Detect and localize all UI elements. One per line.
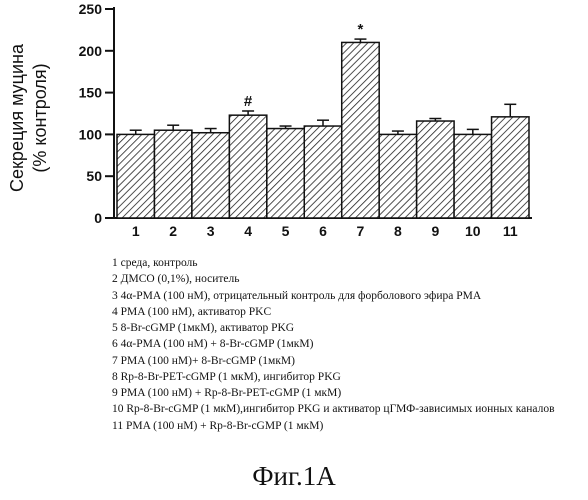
bar bbox=[267, 129, 304, 218]
significance-marker: # bbox=[244, 93, 253, 110]
legend-item: 2 ДМСО (0,1%), носитель bbox=[112, 271, 582, 287]
legend-item: 10 Rp-8-Br-cGMP (1 мкМ),ингибитор PKG и … bbox=[112, 402, 582, 416]
y-tick-label: 100 bbox=[79, 126, 103, 142]
legend-item: 3 4α-PMA (100 нМ), отрицательный контрол… bbox=[112, 288, 582, 304]
y-tick-label: 0 bbox=[94, 210, 102, 226]
legend-item: 9 PMA (100 нМ) + Rp-8-Br-PET-cGMP (1 мкМ… bbox=[112, 385, 582, 401]
y-axis-label-line-1: Секреция муцина bbox=[7, 43, 27, 192]
legend-item: 4 PMA (100 нМ), активатор PKC bbox=[112, 304, 582, 320]
bar bbox=[229, 115, 266, 218]
x-tick-label: 6 bbox=[319, 223, 327, 239]
x-tick-label: 2 bbox=[169, 223, 177, 239]
bar bbox=[154, 130, 191, 218]
y-tick-label: 50 bbox=[86, 168, 102, 184]
legend-item: 6 4α-PMA (100 нМ) + 8-Br-cGMP (1мкМ) bbox=[112, 336, 582, 352]
legend-item: 1 среда, контроль bbox=[112, 255, 582, 271]
bar bbox=[492, 117, 529, 218]
bar bbox=[192, 133, 229, 218]
x-tick-label: 10 bbox=[465, 223, 481, 239]
x-tick-label: 3 bbox=[207, 223, 215, 239]
bars: #* bbox=[117, 21, 529, 218]
x-tick-label: 8 bbox=[394, 223, 402, 239]
bar bbox=[304, 126, 341, 218]
figure-caption: Фиг.1A bbox=[0, 460, 588, 492]
bar bbox=[454, 134, 491, 218]
bar-chart: Секреция муцина (% контроля) 0 50 100 150 20… bbox=[0, 0, 588, 240]
bar bbox=[379, 134, 416, 218]
legend-item: 5 8-Br-cGMP (1мкМ), активатор PKG bbox=[112, 320, 582, 336]
x-tick-labels: 1 2 3 4 5 6 7 8 9 10 11 bbox=[132, 223, 518, 239]
legend-list: 1 среда, контроль2 ДМСО (0,1%), носитель… bbox=[112, 255, 582, 434]
bar bbox=[117, 134, 154, 218]
y-tick-label: 200 bbox=[79, 43, 103, 59]
x-tick-label: 11 bbox=[503, 223, 518, 239]
significance-marker: * bbox=[358, 21, 364, 38]
x-tick-label: 4 bbox=[244, 223, 252, 239]
bar bbox=[342, 42, 379, 218]
legend-item: 11 PMA (100 нМ) + Rp-8-Br-cGMP (1 мкМ) bbox=[112, 418, 582, 434]
legend-item: 8 Rp-8-Br-PET-cGMP (1 мкМ), ингибитор PK… bbox=[112, 369, 582, 385]
y-tick-label: 150 bbox=[79, 85, 103, 101]
x-tick-label: 7 bbox=[357, 223, 365, 239]
legend-item: 7 PMA (100 нМ)+ 8-Br-cGMP (1мкМ) bbox=[112, 353, 582, 369]
y-tick-label: 250 bbox=[79, 1, 103, 17]
x-tick-label: 1 bbox=[132, 223, 140, 239]
y-axis-label-line-2: (% контроля) bbox=[30, 63, 50, 172]
x-tick-label: 5 bbox=[282, 223, 290, 239]
x-tick-label: 9 bbox=[431, 223, 439, 239]
bar bbox=[417, 121, 454, 218]
